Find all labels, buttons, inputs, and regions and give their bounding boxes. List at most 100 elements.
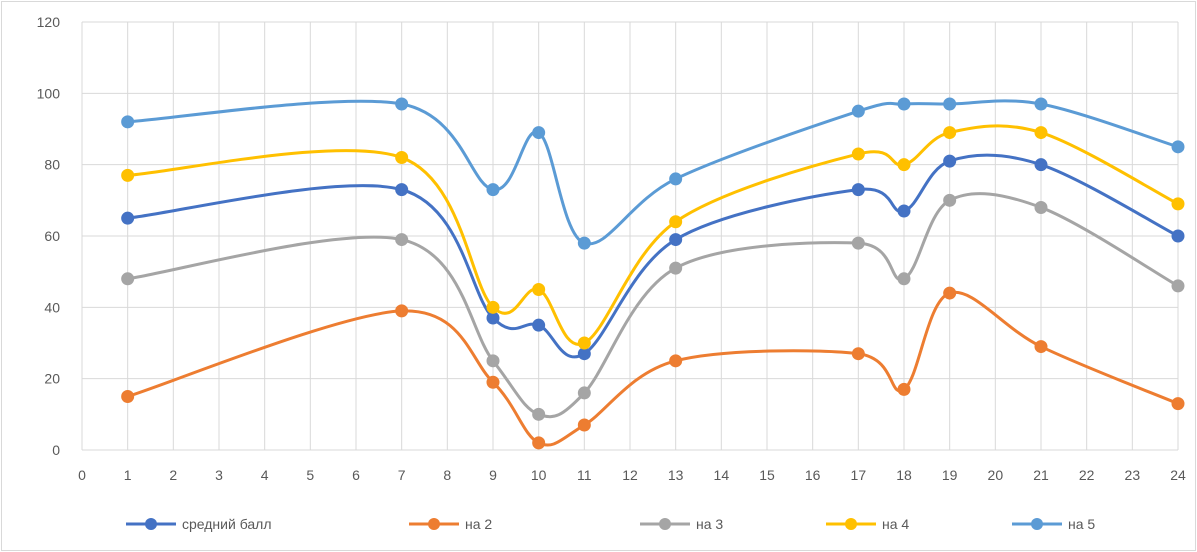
data-point: [897, 382, 911, 396]
series-line-1: [126, 153, 1180, 359]
data-point: [851, 104, 865, 118]
series-markers: [121, 97, 1185, 450]
data-point: [577, 418, 591, 432]
x-tick-label: 9: [489, 467, 497, 483]
data-point: [577, 236, 591, 250]
x-tick-label: 13: [668, 467, 684, 483]
data-point: [1171, 279, 1185, 293]
data-point: [943, 126, 957, 140]
series-line-4: [126, 124, 1180, 346]
x-tick-label: 21: [1033, 467, 1049, 483]
data-point: [851, 347, 865, 361]
data-point: [486, 375, 500, 389]
y-tick-label: 60: [44, 228, 60, 244]
data-point: [669, 172, 683, 186]
data-point: [532, 126, 546, 140]
data-point: [395, 97, 409, 111]
data-point: [1171, 197, 1185, 211]
data-point: [1034, 340, 1048, 354]
data-point: [943, 286, 957, 300]
x-tick-label: 5: [306, 467, 314, 483]
data-point: [943, 97, 957, 111]
legend-marker: [428, 518, 440, 530]
x-tick-label: 2: [169, 467, 177, 483]
x-tick-label: 20: [988, 467, 1004, 483]
y-tick-label: 20: [44, 371, 60, 387]
x-tick-label: 23: [1125, 467, 1141, 483]
data-point: [486, 300, 500, 314]
data-point: [121, 115, 135, 129]
data-point: [121, 390, 135, 403]
x-tick-label: 3: [215, 467, 223, 483]
y-tick-label: 0: [52, 442, 60, 458]
data-point: [943, 154, 957, 168]
x-tick-label: 6: [352, 467, 360, 483]
x-tick-label: 16: [805, 467, 821, 483]
y-tick-label: 120: [37, 14, 61, 30]
data-point: [669, 233, 683, 247]
data-point: [121, 272, 135, 286]
data-point: [395, 183, 409, 197]
data-point: [395, 304, 409, 318]
data-point: [897, 272, 911, 286]
legend-marker: [659, 518, 671, 530]
legend-label: на 3: [696, 516, 723, 532]
data-point: [669, 354, 683, 368]
x-tick-label: 22: [1079, 467, 1095, 483]
legend-label: средний балл: [182, 516, 272, 532]
y-tick-label: 100: [37, 85, 61, 101]
data-point: [851, 183, 865, 197]
x-tick-label: 0: [78, 467, 86, 483]
data-point: [851, 147, 865, 161]
data-point: [395, 151, 409, 165]
x-tick-label: 4: [261, 467, 269, 483]
series-line-5: [126, 99, 1180, 246]
data-point: [121, 168, 135, 182]
data-point: [897, 204, 911, 218]
data-point: [1034, 158, 1048, 172]
x-tick-label: 7: [398, 467, 406, 483]
data-point: [121, 211, 135, 225]
data-point: [669, 261, 683, 275]
data-point: [577, 336, 591, 350]
x-tick-label: 18: [896, 467, 912, 483]
legend-marker: [1031, 518, 1043, 530]
data-point: [1034, 200, 1048, 214]
x-tick-label: 15: [759, 467, 775, 483]
legend-label: на 4: [882, 516, 909, 532]
x-tick-label: 10: [531, 467, 547, 483]
data-point: [486, 183, 500, 197]
data-point: [532, 318, 546, 332]
data-point: [532, 283, 546, 296]
legend-label: на 2: [465, 516, 492, 532]
y-tick-label: 80: [44, 157, 60, 173]
data-point: [1034, 126, 1048, 140]
data-point: [851, 236, 865, 250]
x-tick-label: 12: [622, 467, 638, 483]
x-tick-label: 1: [124, 467, 132, 483]
legend: средний балл на 2 на 3 на 4 на 5: [126, 516, 1095, 532]
data-point: [532, 436, 546, 450]
x-tick-label: 17: [851, 467, 867, 483]
data-point: [395, 233, 409, 247]
data-point: [943, 193, 957, 207]
data-point: [669, 215, 683, 229]
data-point: [1171, 140, 1185, 154]
data-point: [532, 407, 546, 421]
data-point: [1171, 229, 1185, 243]
data-point: [486, 354, 500, 368]
gridlines: [81, 21, 1179, 451]
data-point: [1034, 97, 1048, 111]
x-tick-label: 14: [714, 467, 730, 483]
x-tick-label: 19: [942, 467, 958, 483]
data-point: [897, 97, 911, 111]
x-tick-label: 8: [443, 467, 451, 483]
legend-marker: [145, 518, 157, 530]
data-point: [897, 158, 911, 172]
legend-label: на 5: [1068, 516, 1095, 532]
x-tick-label: 24: [1170, 467, 1186, 483]
